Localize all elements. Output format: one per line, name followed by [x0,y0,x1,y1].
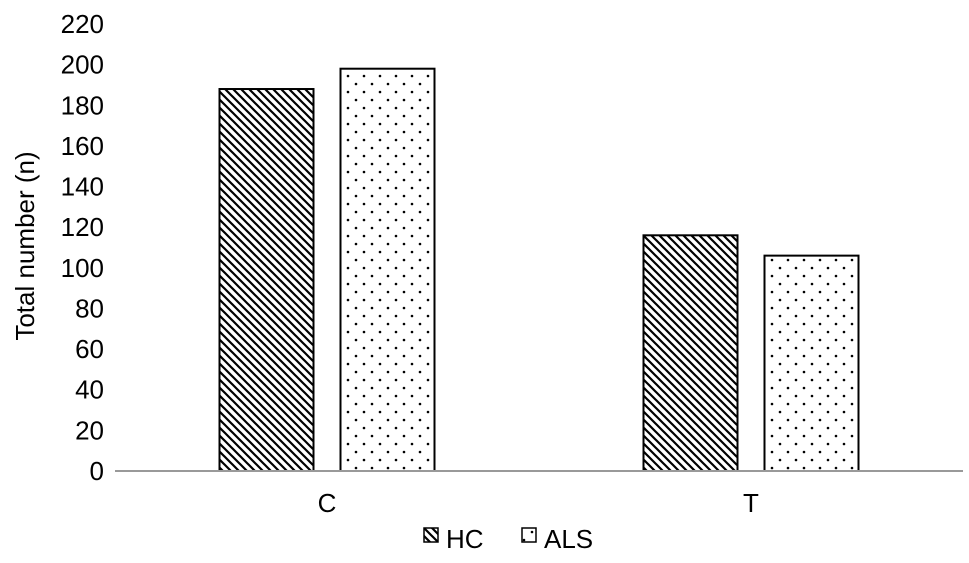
x-tick-label-t: T [743,488,759,518]
legend-swatch-als [521,527,537,543]
y-tick-label: 0 [90,456,104,486]
legend: HC ALS [423,524,593,554]
y-tick-label: 80 [75,293,104,323]
legend-swatch-hc [423,527,439,543]
bar-als-t [763,254,860,472]
y-tick-label: 140 [61,172,104,202]
y-tick-label: 180 [61,90,104,120]
y-tick-label: 20 [75,415,104,445]
x-tick-label-c: C [318,488,337,518]
y-tick-labels: 0 20 40 60 80 100 120 140 160 180 200 220 [61,9,104,486]
bars [218,67,860,472]
legend-label-hc: HC [446,524,484,554]
y-tick-label: 120 [61,212,104,242]
y-tick-label: 60 [75,334,104,364]
y-axis-title: Total number (n) [10,151,40,340]
y-tick-label: 220 [61,9,104,39]
y-tick-label: 100 [61,253,104,283]
y-tick-label: 200 [61,50,104,80]
bar-als-c [339,67,436,472]
bar-hc-t [642,234,739,472]
y-tick-label: 40 [75,375,104,405]
bar-hc-c [218,88,315,472]
legend-label-als: ALS [544,524,593,554]
y-tick-label: 160 [61,131,104,161]
